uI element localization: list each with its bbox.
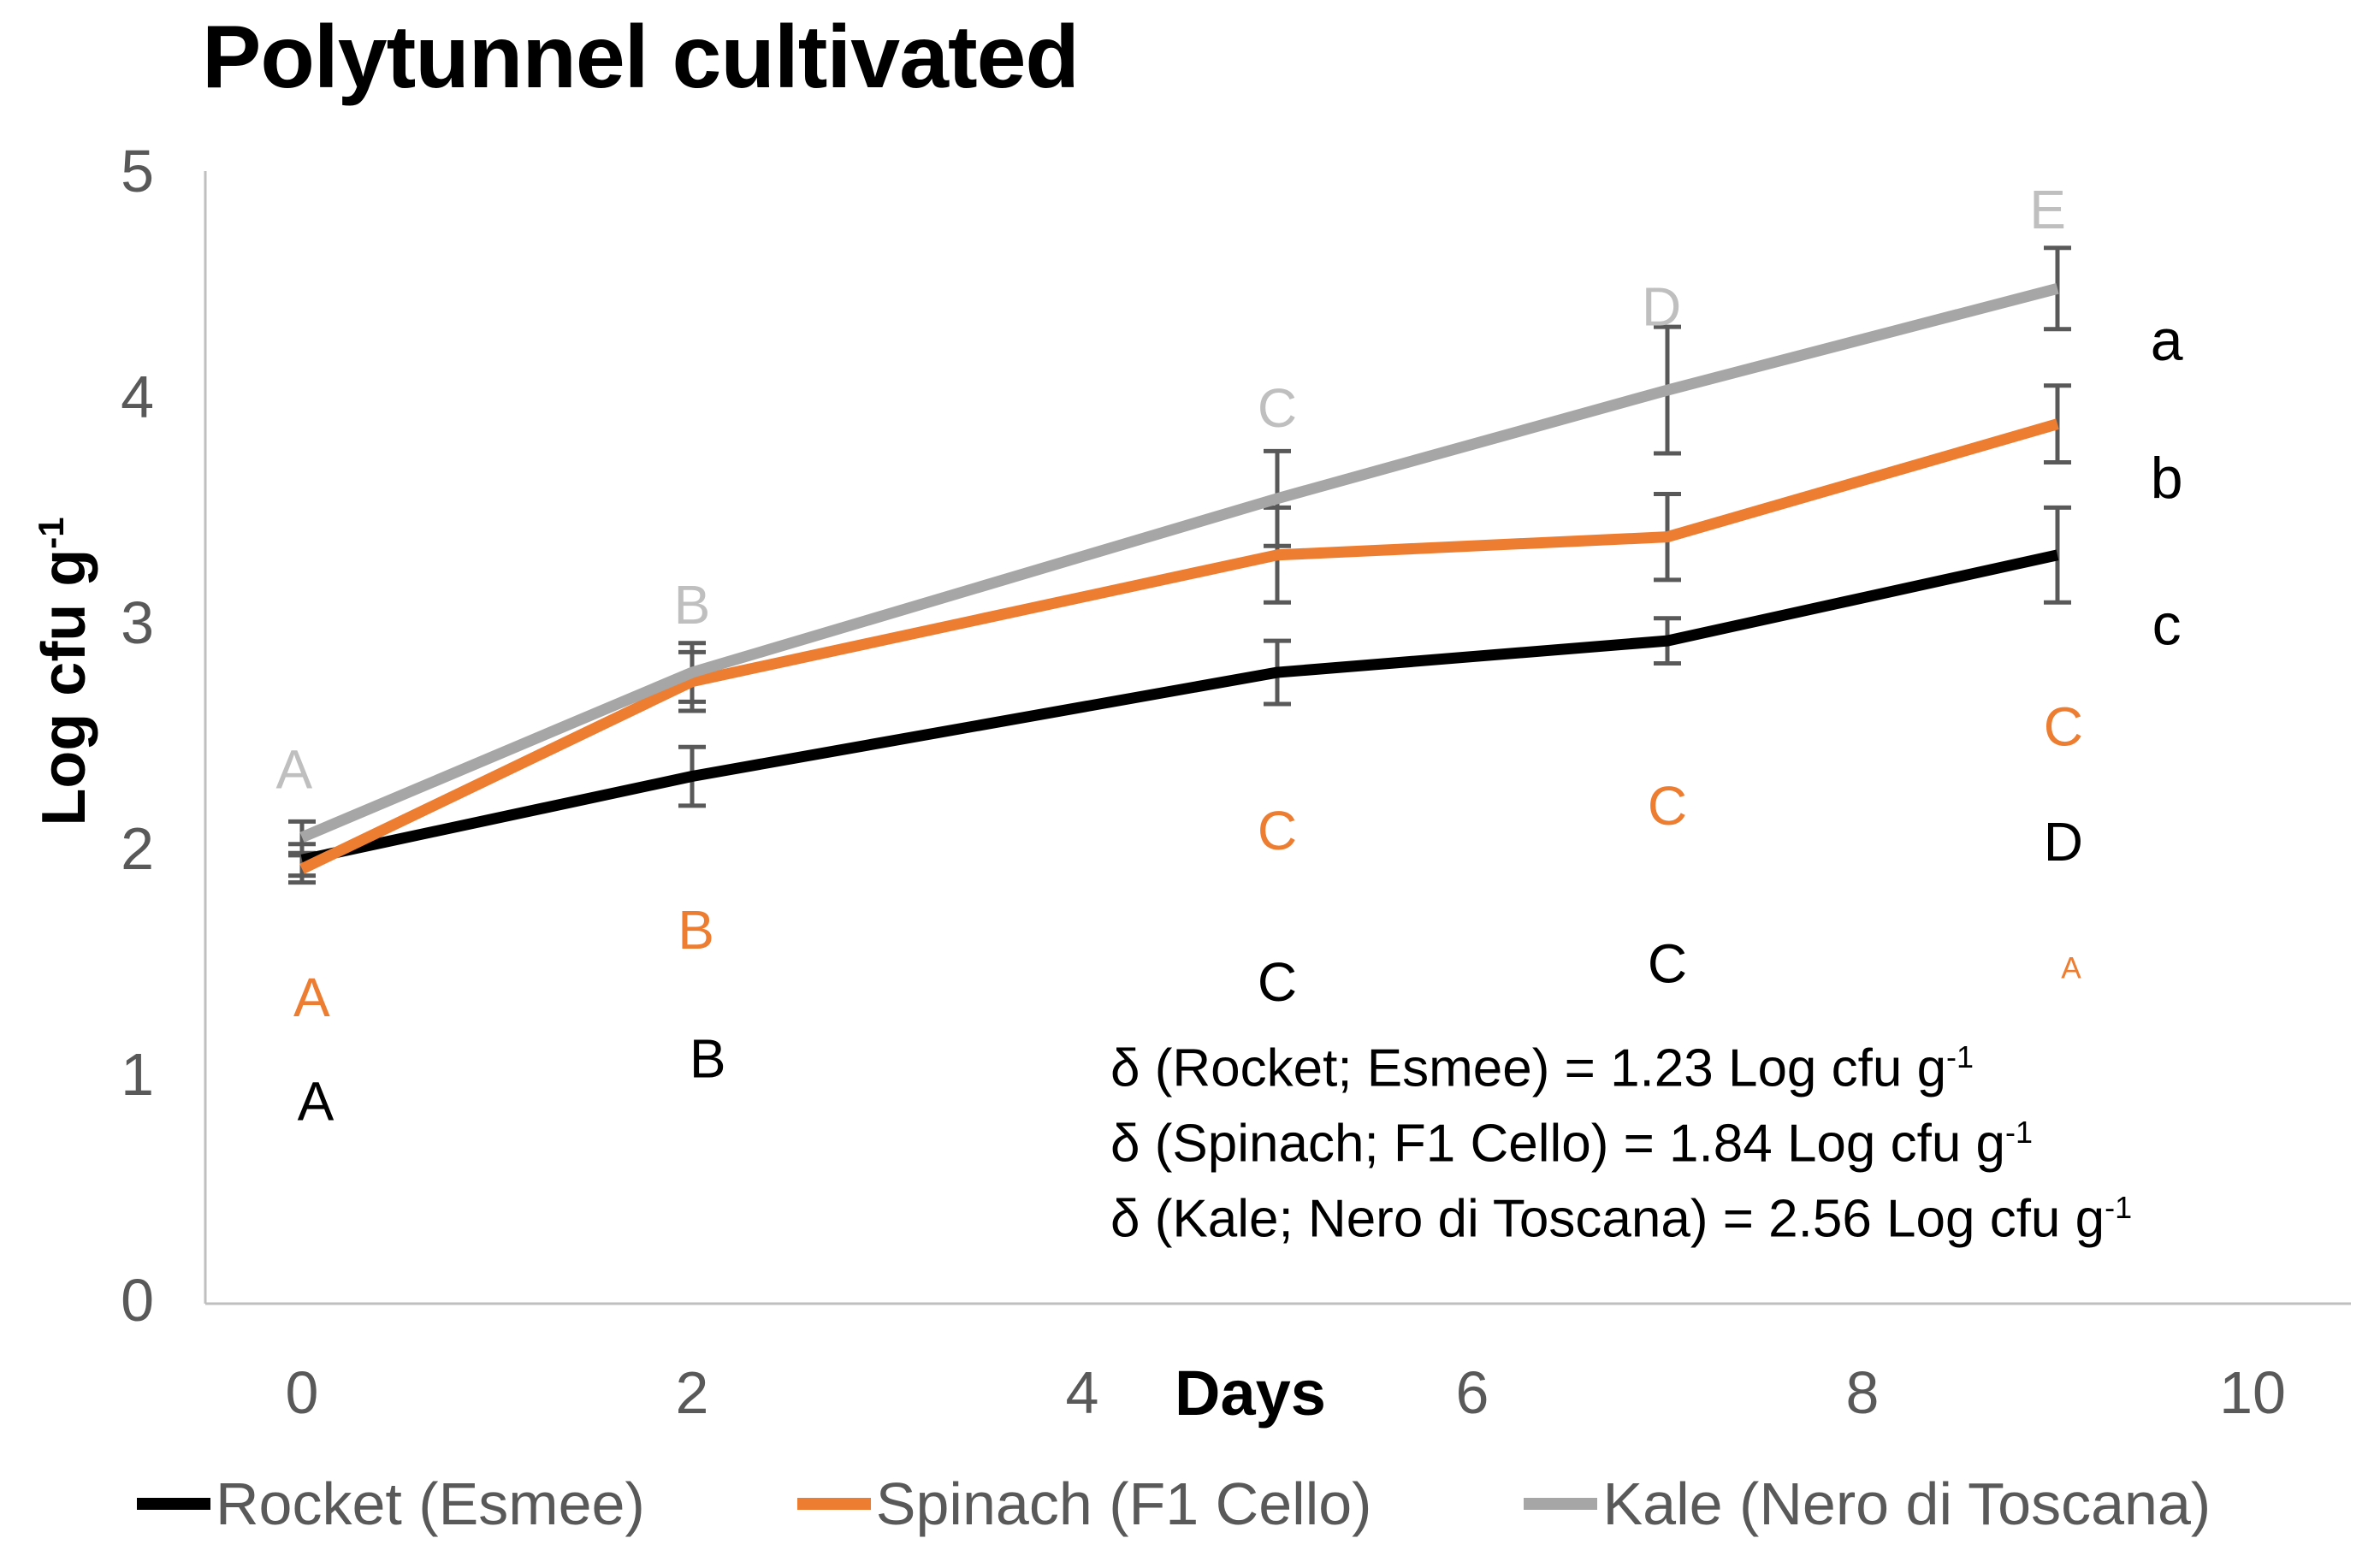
legend-item-kale: Kale (Nero di Toscana)	[1524, 1470, 2211, 1538]
sig-letter: A	[276, 739, 313, 801]
x-tick-label: 8	[1846, 1359, 1880, 1426]
legend: Rocket (Esmee) Spinach (F1 Cello) Kale (…	[137, 1470, 2211, 1538]
sig-letter: B	[690, 1028, 726, 1090]
x-axis-title: Days	[1175, 1358, 1326, 1429]
sig-letter: A	[2061, 951, 2081, 985]
legend-label-kale: Kale (Nero di Toscana)	[1602, 1470, 2211, 1537]
chart-title: Polytunnel cultivated	[202, 8, 1080, 107]
legend-label-spinach: Spinach (F1 Cello)	[875, 1470, 1372, 1537]
series-line-spinach	[299, 418, 2059, 874]
legend-item-spinach: Spinach (F1 Cello)	[796, 1470, 1372, 1538]
sig-letter: C	[1258, 377, 1297, 439]
y-tick-label: 2	[121, 815, 154, 882]
side-letter: c	[2152, 593, 2182, 658]
legend-swatch-spinach	[796, 1498, 871, 1510]
y-tick-label: 3	[121, 589, 154, 656]
delta-annotations: δ (Rocket; Esmee) = 1.23 Log cfu g-1 δ (…	[1110, 1020, 2133, 1249]
y-axis-title: Log cfu g-1	[13, 325, 98, 1018]
legend-item-rocket: Rocket (Esmee)	[137, 1470, 645, 1538]
sig-letter: B	[678, 899, 714, 961]
delta-note-sup: -1	[2105, 1190, 2133, 1225]
y-axis-title-sup: -1	[31, 517, 71, 549]
delta-note-rocket: δ (Rocket; Esmee) = 1.23 Log cfu g-1	[1110, 1020, 2132, 1098]
x-tick-label: 0	[286, 1359, 319, 1426]
y-tick-label: 0	[121, 1267, 154, 1334]
sig-letter: D	[1642, 275, 1681, 337]
delta-note-sup: -1	[1946, 1039, 1974, 1074]
legend-label-rocket: Rocket (Esmee)	[216, 1470, 645, 1537]
delta-note-sup: -1	[2005, 1115, 2034, 1150]
x-tick-label: 6	[1456, 1359, 1489, 1426]
delta-note-kale: δ (Kale; Nero di Toscana) = 2.56 Log cfu…	[1110, 1170, 2133, 1249]
sig-letter: D	[2044, 811, 2083, 873]
sig-letter: C	[1648, 775, 1687, 837]
x-tick-label: 2	[676, 1359, 709, 1426]
delta-note-text: δ (Spinach; F1 Cello) = 1.84 Log cfu g	[1110, 1114, 2006, 1174]
side-letter: b	[2151, 446, 2183, 511]
sig-letter: E	[2029, 179, 2066, 240]
y-tick-label: 5	[121, 138, 154, 204]
delta-note-text: δ (Rocket; Esmee) = 1.23 Log cfu g	[1110, 1038, 1947, 1098]
series-line-rocket	[300, 549, 2059, 866]
legend-swatch-rocket	[137, 1498, 210, 1510]
y-tick-label: 4	[121, 364, 154, 430]
y-axis-title-text: Log cfu g	[30, 548, 98, 826]
sig-letter: A	[293, 967, 330, 1028]
delta-note-text: δ (Kale; Nero di Toscana) = 2.56 Log cfu…	[1110, 1189, 2105, 1249]
side-letter: a	[2151, 308, 2183, 373]
sig-letter: B	[674, 574, 711, 636]
series-line-kale	[299, 282, 2059, 843]
sig-letter: C	[2044, 695, 2083, 757]
sig-letter: C	[1258, 800, 1297, 861]
sig-letter: C	[1648, 933, 1687, 995]
sig-letter: C	[1258, 951, 1297, 1013]
x-tick-label: 10	[2219, 1359, 2286, 1426]
y-tick-label: 1	[121, 1041, 154, 1108]
sig-letter: A	[298, 1071, 335, 1133]
x-tick-label: 4	[1066, 1359, 1099, 1426]
legend-swatch-kale	[1524, 1498, 1598, 1510]
delta-note-spinach: δ (Spinach; F1 Cello) = 1.84 Log cfu g-1	[1110, 1095, 2132, 1174]
